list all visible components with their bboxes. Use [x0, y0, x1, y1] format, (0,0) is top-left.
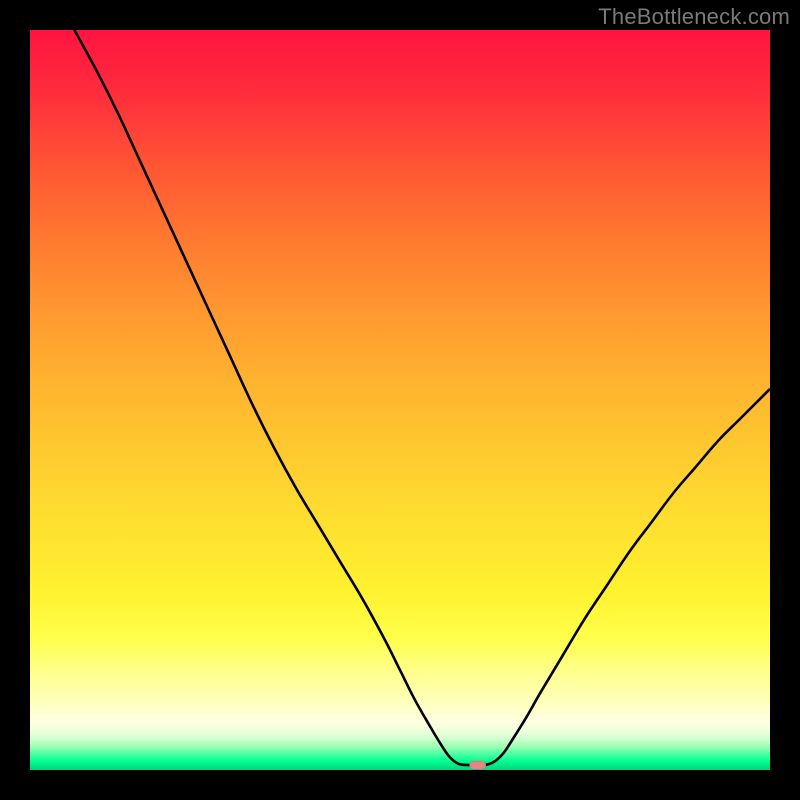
watermark-text: TheBottleneck.com: [598, 4, 790, 30]
bottleneck-chart-figure: TheBottleneck.com: [0, 0, 800, 800]
gradient-background: [30, 30, 770, 770]
optimal-marker: [470, 761, 486, 769]
chart-svg: [30, 30, 770, 770]
plot-area: [30, 30, 770, 770]
